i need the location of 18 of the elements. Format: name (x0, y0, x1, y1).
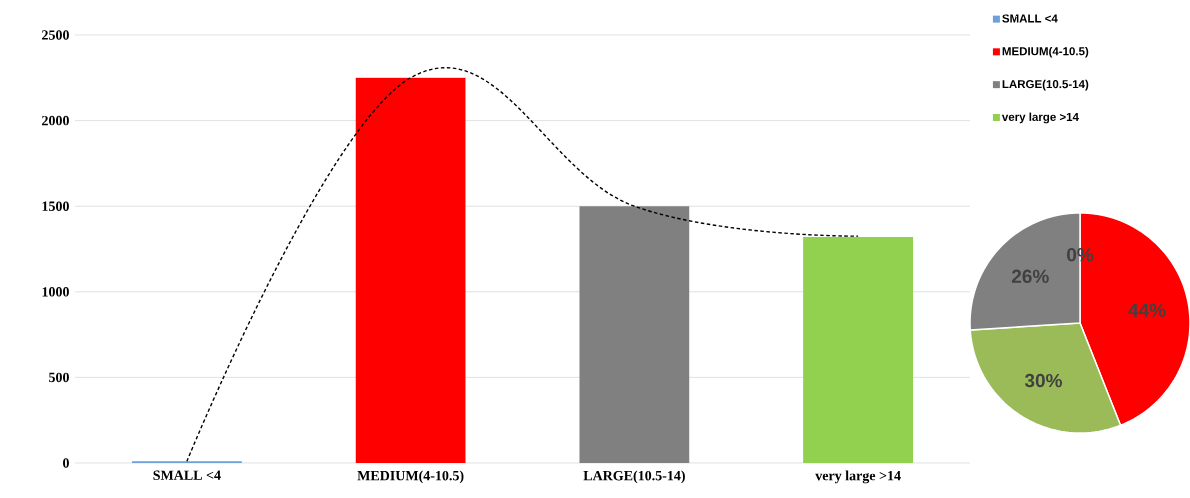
x-tick-label: SMALL <4 (153, 470, 221, 480)
legend-label: SMALL <4 (1002, 14, 1058, 23)
x-tick-label: very large >14 (815, 470, 901, 484)
legend-label: MEDIUM(4-10.5) (1002, 46, 1089, 58)
y-tick-label: 500 (49, 372, 69, 383)
legend-label: very large >14 (1001, 112, 1079, 124)
y-tick-label: 1500 (42, 201, 69, 211)
text: 0% (1067, 248, 1094, 262)
data-label: 30% (1024, 373, 1062, 388)
y-tick-label: 2500 (42, 30, 69, 40)
x-tick-label: LARGE(10.5-14) (583, 470, 685, 484)
y-tick-label: 1000 (42, 287, 69, 297)
y-tick-label: 2000 (42, 115, 69, 126)
legend-label: LARGE(10.5-14) (1002, 79, 1089, 91)
data-label: 26% (1011, 269, 1049, 284)
data-label: 44% (1128, 303, 1166, 317)
y-tick-label: 0 (63, 458, 69, 468)
x-tick-label: MEDIUM(4-10.5) (357, 470, 464, 484)
